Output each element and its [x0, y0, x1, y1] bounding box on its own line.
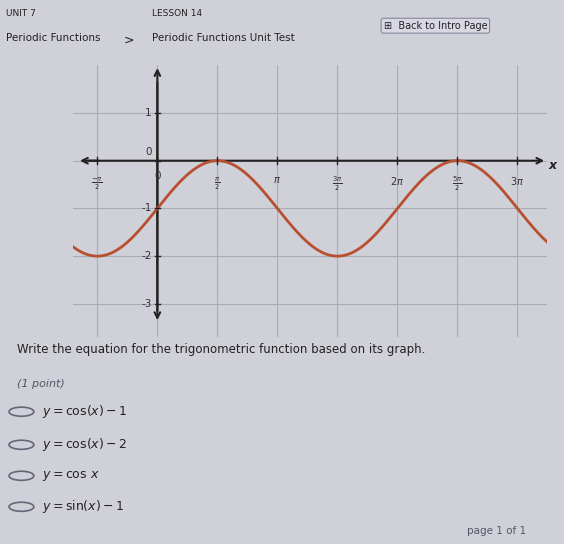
Text: $2\pi$: $2\pi$ [390, 175, 404, 187]
Text: -1: -1 [141, 203, 152, 213]
Text: UNIT 7: UNIT 7 [6, 9, 36, 17]
Text: >: > [124, 33, 135, 46]
Text: $y = \cos(x) - 2$: $y = \cos(x) - 2$ [42, 436, 127, 453]
Text: -3: -3 [141, 299, 152, 309]
Text: (1 point): (1 point) [17, 379, 65, 388]
Text: Write the equation for the trigonometric function based on its graph.: Write the equation for the trigonometric… [17, 343, 425, 356]
Text: Periodic Functions Unit Test: Periodic Functions Unit Test [152, 33, 295, 43]
Text: $\pi$: $\pi$ [274, 175, 281, 185]
Text: $\frac{5\pi}{2}$: $\frac{5\pi}{2}$ [452, 175, 462, 193]
Text: 0: 0 [154, 171, 161, 181]
Text: LESSON 14: LESSON 14 [152, 9, 202, 17]
Text: x: x [549, 159, 557, 172]
Text: $y = \sin(x) - 1$: $y = \sin(x) - 1$ [42, 498, 125, 515]
Text: $3\pi$: $3\pi$ [510, 175, 525, 187]
Text: $y = \cos(x) - 1$: $y = \cos(x) - 1$ [42, 403, 127, 420]
Text: $\frac{3\pi}{2}$: $\frac{3\pi}{2}$ [332, 175, 343, 193]
Text: ⊞  Back to Intro Page: ⊞ Back to Intro Page [384, 21, 487, 30]
Text: 1: 1 [145, 108, 152, 118]
Text: Periodic Functions: Periodic Functions [6, 33, 100, 43]
Text: $\frac{-\pi}{2}$: $\frac{-\pi}{2}$ [91, 175, 103, 192]
Text: $\frac{\pi}{2}$: $\frac{\pi}{2}$ [214, 175, 221, 192]
Text: page 1 of 1: page 1 of 1 [467, 526, 526, 536]
Text: -2: -2 [141, 251, 152, 261]
Text: 0: 0 [145, 147, 152, 157]
Text: $y = \cos\, x$: $y = \cos\, x$ [42, 469, 100, 483]
